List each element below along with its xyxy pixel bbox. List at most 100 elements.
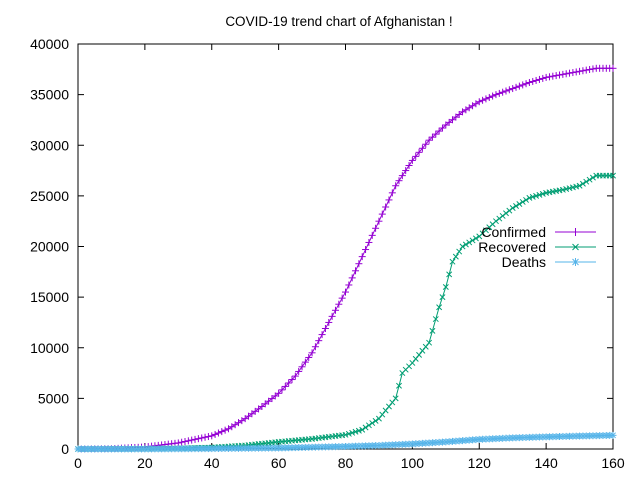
data-point — [566, 69, 574, 77]
data-point — [436, 304, 443, 311]
data-point — [305, 353, 313, 361]
series-deaths — [74, 431, 617, 453]
data-point — [428, 133, 436, 141]
data-point — [369, 420, 376, 427]
series-layer — [74, 64, 617, 453]
data-point — [342, 288, 349, 296]
data-point — [542, 73, 550, 81]
y-tick-label: 5000 — [38, 390, 69, 406]
data-point — [395, 177, 403, 185]
data-point — [295, 367, 303, 375]
data-point — [426, 339, 433, 346]
legend-marker-deaths — [571, 258, 580, 266]
data-point — [422, 140, 430, 148]
data-point — [375, 217, 383, 225]
data-point — [388, 189, 396, 197]
data-point — [525, 78, 533, 86]
data-point — [191, 435, 199, 443]
data-point — [425, 136, 433, 144]
data-point — [609, 431, 617, 439]
data-point — [365, 422, 372, 429]
axes: 0 5000 10000 15000 20000 25000 30000 35000 40000… — [30, 36, 625, 471]
data-point — [569, 69, 577, 77]
data-point — [579, 67, 587, 75]
data-point — [392, 182, 400, 190]
data-point — [505, 86, 513, 94]
y-tick-label: 20000 — [30, 239, 69, 255]
data-point — [539, 190, 546, 197]
data-point — [475, 98, 483, 106]
legend-label-recovered: Recovered — [478, 239, 546, 255]
data-point — [529, 77, 537, 85]
x-tick-label: 60 — [271, 455, 287, 471]
data-point — [509, 205, 516, 212]
data-point — [439, 294, 446, 301]
data-point — [285, 379, 293, 387]
data-point — [495, 89, 503, 97]
data-point — [321, 325, 329, 333]
data-point — [516, 200, 523, 207]
data-point — [499, 88, 507, 96]
data-point — [278, 386, 286, 394]
data-point — [586, 66, 594, 74]
x-tick-label: 20 — [137, 455, 153, 471]
data-point — [359, 426, 366, 433]
data-point — [496, 215, 503, 222]
data-point — [456, 248, 463, 255]
data-point — [311, 343, 319, 351]
x-tick-label: 140 — [534, 455, 558, 471]
data-point — [519, 81, 527, 89]
data-point — [576, 67, 584, 75]
data-point — [204, 433, 212, 441]
y-tick-label: 40000 — [30, 36, 69, 52]
data-point — [385, 196, 393, 204]
data-point — [499, 212, 506, 219]
data-point — [479, 96, 487, 104]
y-tick-label: 30000 — [30, 137, 69, 153]
data-point — [355, 427, 362, 434]
data-point — [288, 376, 296, 384]
data-point — [315, 337, 323, 345]
data-point — [352, 428, 359, 435]
data-point — [502, 87, 510, 95]
data-point — [462, 241, 469, 248]
x-tick-label: 0 — [74, 455, 82, 471]
data-point — [432, 130, 440, 138]
data-point — [345, 430, 352, 437]
data-point — [211, 430, 219, 438]
data-point — [492, 218, 499, 225]
data-point — [221, 426, 229, 434]
data-point — [402, 167, 410, 175]
data-point — [589, 65, 597, 73]
y-tick-label: 0 — [61, 441, 69, 457]
x-tick-label: 100 — [401, 455, 425, 471]
data-point — [392, 395, 399, 402]
data-point — [513, 203, 520, 209]
x-tick-label: 40 — [204, 455, 220, 471]
data-point — [372, 224, 380, 232]
data-point — [586, 176, 593, 183]
data-point — [342, 431, 349, 438]
data-point — [308, 349, 316, 357]
data-point — [348, 274, 356, 282]
series-recovered — [75, 172, 616, 452]
data-point — [506, 207, 513, 214]
legend-label-confirmed: Confirmed — [481, 224, 546, 240]
data-point — [378, 210, 386, 218]
data-point — [372, 417, 379, 424]
data-point — [552, 72, 560, 80]
data-point — [438, 124, 446, 132]
data-point — [415, 148, 423, 156]
legend-marker-recovered — [572, 243, 579, 251]
data-point — [446, 271, 453, 278]
data-point — [515, 82, 523, 90]
data-point — [198, 434, 206, 442]
data-point — [331, 306, 339, 314]
data-point — [529, 193, 536, 200]
data-point — [325, 318, 333, 326]
data-point — [545, 73, 553, 81]
data-point — [535, 75, 543, 83]
data-point — [532, 76, 540, 84]
data-point — [281, 382, 289, 390]
